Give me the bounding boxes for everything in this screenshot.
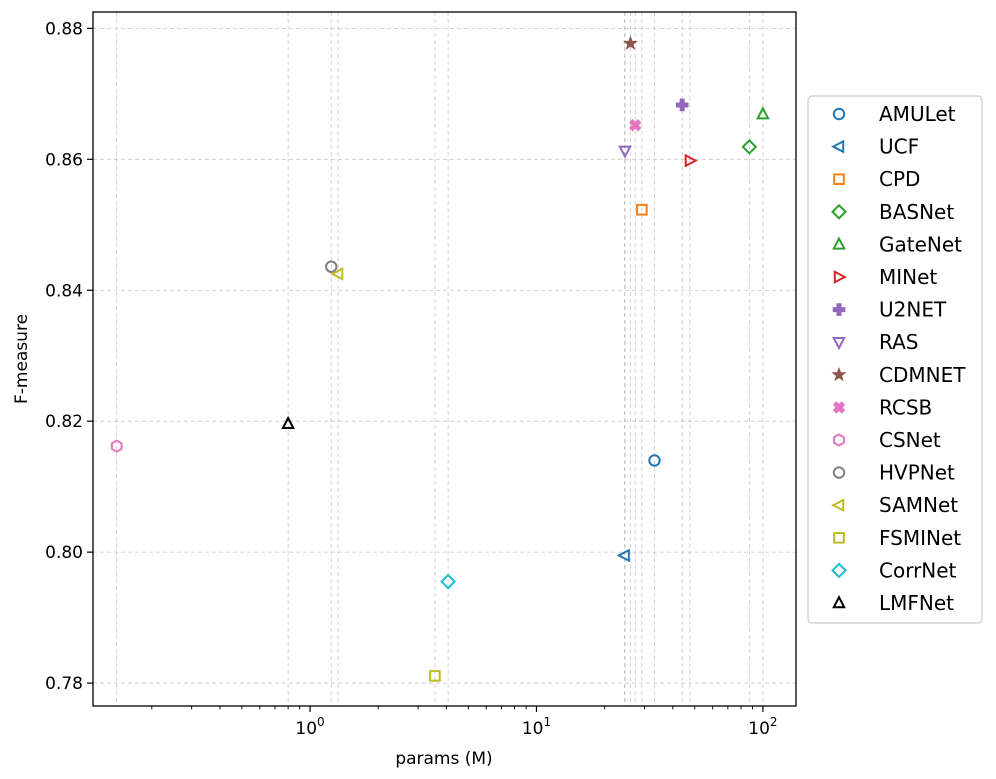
point-cdmnet (622, 35, 639, 50)
data-points (110, 35, 770, 682)
legend-label-cpd: CPD (879, 167, 920, 191)
legend-marker-basnet-shape (831, 203, 847, 220)
legend: AMULet UCF CPD BASNet GateNet MINet U2NET RAS CD… (807, 95, 983, 624)
legend-label-minet: MINet (879, 265, 937, 289)
legend-marker-rcsb-shape (832, 401, 846, 414)
y-tick-label: 0.86 (45, 150, 83, 170)
point-fsminet-shape (429, 670, 441, 682)
legend-marker-lmfnet-shape (832, 595, 846, 609)
point-basnet-shape (741, 138, 758, 155)
legend-frame (807, 95, 983, 624)
legend-marker-cpd-shape (833, 173, 845, 185)
y-tick-label: 0.82 (45, 412, 83, 432)
legend-marker-gatenet (832, 236, 846, 250)
legend-marker-basnet (831, 203, 847, 220)
legend-label-hvpnet: HVPNet (879, 461, 955, 485)
point-ucf-shape (616, 548, 630, 563)
point-cpd-shape (636, 203, 648, 216)
plot-area-frame (92, 11, 797, 707)
legend-label-ras: RAS (879, 330, 918, 354)
point-minet (684, 153, 698, 168)
point-amulet (648, 454, 661, 467)
y-tick-label: 0.84 (45, 281, 83, 301)
legend-label-rcsb: RCSB (879, 395, 932, 419)
point-lmfnet-shape (281, 415, 295, 430)
legend-label-basnet: BASNet (879, 200, 954, 224)
legend-marker-csnet-shape (833, 433, 845, 447)
point-ras (618, 145, 632, 159)
y-axis-label: F-measure (12, 314, 32, 404)
point-fsminet (429, 670, 441, 682)
legend-label-gatenet: GateNet (879, 232, 962, 256)
grid (93, 12, 796, 706)
legend-marker-gatenet-shape (832, 236, 846, 250)
legend-marker-lmfnet (832, 595, 846, 609)
legend-marker-fsminet (833, 532, 845, 544)
point-csnet-shape (110, 439, 123, 453)
legend-marker-minet-shape (833, 270, 847, 284)
point-csnet (110, 439, 123, 453)
legend-label-cdmnet: CDMNET (879, 363, 966, 387)
point-ras-shape (618, 145, 632, 159)
point-cdmnet-shape (622, 35, 639, 50)
legend-label-corrnet: CorrNet (879, 558, 957, 582)
point-rcsb (629, 119, 642, 132)
legend-marker-u2net-shape (832, 303, 846, 316)
legend-label-fsminet: FSMINet (879, 526, 961, 550)
point-u2net-shape (675, 98, 689, 112)
point-samnet (330, 267, 344, 281)
legend-marker-minet (833, 270, 847, 284)
legend-marker-cdmnet (831, 366, 847, 382)
legend-marker-hvpnet-shape (832, 466, 846, 479)
legend-marker-amulet (832, 107, 846, 121)
legend-marker-cdmnet-shape (831, 366, 847, 382)
legend-marker-samnet (831, 498, 845, 513)
point-cpd (636, 203, 648, 216)
legend-marker-rcsb (832, 401, 846, 414)
point-corrnet-shape (440, 573, 457, 590)
y-tick-label: 0.80 (45, 543, 83, 563)
legend-marker-ucf-shape (831, 139, 845, 154)
legend-marker-ucf (831, 139, 845, 154)
x-tick-label: 102 (748, 715, 777, 739)
legend-marker-hvpnet (832, 466, 846, 479)
x-tick-label: 101 (522, 715, 551, 739)
x-tick-label: 100 (295, 715, 324, 739)
point-ucf (616, 548, 630, 563)
legend-label-samnet: SAMNet (879, 493, 958, 517)
point-rcsb-shape (629, 119, 642, 132)
legend-marker-csnet (833, 433, 845, 447)
point-lmfnet (281, 415, 295, 430)
legend-marker-samnet-shape (831, 498, 845, 513)
point-amulet-shape (648, 454, 661, 467)
point-hvpnet-shape (325, 260, 338, 273)
point-minet-shape (684, 153, 698, 168)
point-gatenet-shape (756, 106, 770, 120)
legend-marker-ras-shape (832, 337, 846, 351)
legend-label-csnet: CSNet (879, 428, 941, 452)
point-gatenet (756, 106, 770, 120)
legend-label-ucf: UCF (879, 135, 919, 159)
legend-label-u2net: U2NET (879, 298, 947, 322)
legend-marker-amulet-shape (832, 107, 846, 121)
point-corrnet (440, 573, 457, 590)
x-axis-label: params (M) (395, 749, 492, 769)
legend-marker-cpd (833, 173, 845, 185)
axis-ticks: 0.78 0.80 0.82 0.84 0.86 0.88 100 101 102 (45, 19, 777, 739)
point-u2net (675, 98, 689, 112)
legend-marker-fsminet-shape (833, 532, 845, 544)
point-samnet-shape (330, 267, 344, 281)
legend-label-amulet: AMULet (879, 102, 956, 126)
y-tick-label: 0.88 (45, 19, 83, 39)
point-basnet (741, 138, 758, 155)
legend-marker-corrnet-shape (831, 562, 847, 579)
legend-marker-ras (832, 337, 846, 351)
legend-label-lmfnet: LMFNet (879, 591, 954, 615)
y-tick-label: 0.78 (45, 674, 83, 694)
legend-marker-u2net (832, 303, 846, 316)
legend-marker-corrnet (831, 562, 847, 579)
point-hvpnet (325, 260, 338, 273)
